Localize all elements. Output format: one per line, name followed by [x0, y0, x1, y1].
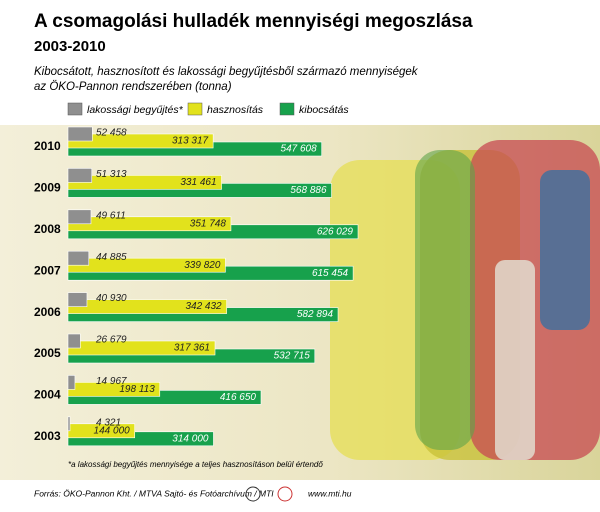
- legend-label: lakossági begyűjtés*: [87, 104, 184, 116]
- value-label: 313 317: [172, 136, 209, 147]
- value-label: 4 321: [96, 417, 121, 428]
- logo: [245, 486, 261, 502]
- value-label: 317 361: [174, 343, 210, 354]
- legend-swatch: [187, 102, 203, 116]
- legend-swatch: [279, 102, 295, 116]
- value-label: 331 461: [180, 177, 216, 188]
- y-tick-label: 2008: [34, 222, 61, 236]
- footer-band: [0, 480, 600, 507]
- value-label: 14 967: [96, 376, 127, 387]
- value-label: 49 611: [96, 210, 126, 221]
- value-label: 314 000: [172, 433, 209, 444]
- value-label: 52 458: [96, 128, 127, 139]
- y-tick-label: 2010: [34, 139, 61, 153]
- value-label: 626 029: [317, 226, 354, 237]
- bar: [67, 250, 90, 266]
- value-label: 342 432: [185, 301, 222, 312]
- value-label: 44 885: [96, 252, 127, 263]
- value-label: 40 930: [96, 293, 127, 304]
- value-label: 339 820: [184, 260, 221, 271]
- y-tick-label: 2009: [34, 181, 61, 195]
- value-label: 582 894: [297, 309, 334, 320]
- value-label: 144 000: [94, 425, 131, 436]
- description: Kibocsátott, hasznosított és lakossági b…: [34, 66, 419, 78]
- y-tick-label: 2005: [34, 346, 61, 360]
- child: [495, 260, 535, 460]
- description: az ÖKO-Pannon rendszerében (tonna): [34, 81, 232, 93]
- chart-title: A csomagolási hulladék mennyiségi megosz…: [34, 11, 473, 32]
- value-label: 532 715: [274, 351, 311, 362]
- website: www.mti.hu: [308, 488, 352, 498]
- y-tick-label: 2003: [34, 429, 61, 443]
- bar: [67, 292, 88, 307]
- value-label: 198 113: [119, 384, 155, 395]
- legend-label: hasznosítás: [207, 104, 264, 116]
- y-tick-label: 2004: [34, 388, 61, 402]
- legend-swatch: [67, 102, 83, 116]
- y-tick-label: 2006: [34, 305, 61, 319]
- value-label: 547 608: [281, 144, 318, 155]
- value-label: 568 886: [290, 185, 327, 196]
- bar: [67, 209, 92, 225]
- bar: [67, 416, 71, 432]
- value-label: 51 313: [96, 169, 127, 180]
- person: [540, 170, 590, 330]
- value-label: 615 454: [312, 268, 349, 279]
- bar: [67, 168, 93, 183]
- value-label: 416 650: [220, 392, 257, 403]
- bar: [67, 333, 81, 349]
- legend-label: kibocsátás: [299, 104, 349, 116]
- chart-subtitle: 2003-2010: [34, 38, 106, 55]
- bar: [67, 126, 93, 142]
- source: Forrás: ÖKO-Pannon Kht. / MTVA Sajtó- és…: [34, 488, 274, 498]
- y-tick-label: 2007: [34, 263, 61, 277]
- footnote: *a lakossági begyűjtés mennyisége a telj…: [68, 460, 323, 469]
- value-label: 26 679: [95, 335, 127, 346]
- container-green: [415, 150, 475, 450]
- value-label: 351 748: [190, 218, 227, 229]
- bar: [67, 375, 76, 390]
- logo: [277, 486, 293, 502]
